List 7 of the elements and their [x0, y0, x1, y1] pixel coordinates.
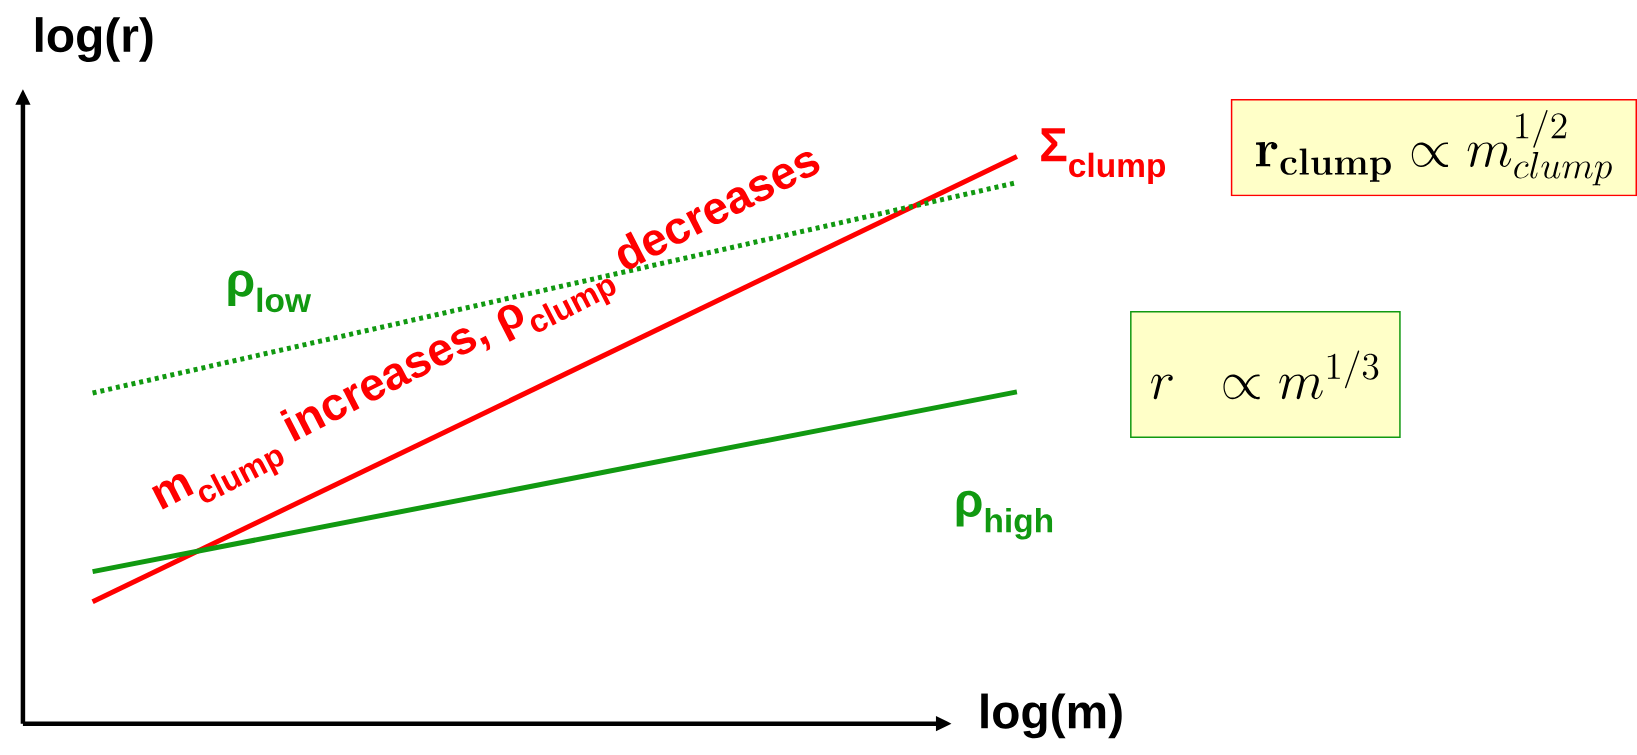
x-axis-title: log(m) — [981, 693, 1122, 739]
series-label: Σ$_{clump}$ — [1041, 128, 1166, 185]
y-axis-title: log(r) — [35, 17, 153, 63]
annotation: $\mathbf{r}_{\mathbf{clump}} \propto m_{clump}^{1/2}$ — [1256, 110, 1612, 186]
series-label: ρ$_{high}$ — [956, 491, 1053, 540]
annotation: $r \;\; \propto m^{1/3}$ — [1151, 350, 1379, 400]
series-label: ρ$_{low}$ — [228, 270, 312, 313]
